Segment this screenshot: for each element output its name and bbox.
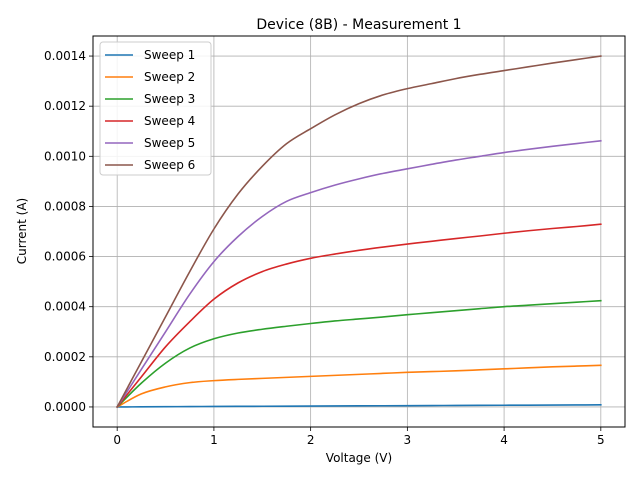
series-lines <box>116 55 602 409</box>
x-tick-label: 5 <box>597 433 605 447</box>
x-axis-label: Voltage (V) <box>326 451 392 465</box>
legend-label: Sweep 6 <box>144 158 195 172</box>
series-line-sweep-3 <box>116 299 602 409</box>
legend: Sweep 1 Sweep 2 Sweep 3 Sweep 4 Sweep 5 Sweep… <box>99 41 212 176</box>
x-tick-label: 1 <box>210 433 218 447</box>
y-tick-label: 0.0014 <box>44 49 86 63</box>
legend-box <box>99 41 212 176</box>
x-tick-label: 3 <box>404 433 412 447</box>
legend-label: Sweep 2 <box>144 70 195 84</box>
legend-label: Sweep 1 <box>144 48 195 62</box>
legend-items: Sweep 1 Sweep 2 Sweep 3 Sweep 4 Sweep 5 Sweep… <box>105 48 195 172</box>
legend-label: Sweep 4 <box>144 114 195 128</box>
x-tick-label: 0 <box>113 433 121 447</box>
y-tick-label: 0.0012 <box>44 99 86 113</box>
y-axis-label: Current (A) <box>15 198 29 264</box>
x-tick-label: 4 <box>500 433 508 447</box>
y-tick-label: 0.0002 <box>44 350 86 364</box>
series-line-sweep-4 <box>116 223 602 409</box>
y-tick-label: 0.0010 <box>44 149 86 163</box>
legend-label: Sweep 3 <box>144 92 195 106</box>
y-tick-label: 0.0008 <box>44 199 86 213</box>
series-line-sweep-6 <box>116 55 602 409</box>
series-line-sweep-1 <box>116 404 602 408</box>
y-tick-label: 0.0004 <box>44 300 86 314</box>
series-line-sweep-5 <box>116 139 602 409</box>
y-axis-ticks: 0.0000 0.0002 0.0004 0.0006 0.0008 0.0010 0.00… <box>44 49 93 414</box>
y-tick-label: 0.0006 <box>44 250 86 264</box>
x-tick-label: 2 <box>307 433 315 447</box>
x-axis-ticks: 0 1 2 3 4 5 <box>113 427 605 447</box>
y-tick-label: 0.0000 <box>44 400 86 414</box>
series-line-sweep-2 <box>116 364 602 409</box>
chart-title: Device (8B) - Measurement 1 <box>256 17 461 33</box>
legend-label: Sweep 5 <box>144 136 195 150</box>
plot-frame <box>92 35 626 428</box>
